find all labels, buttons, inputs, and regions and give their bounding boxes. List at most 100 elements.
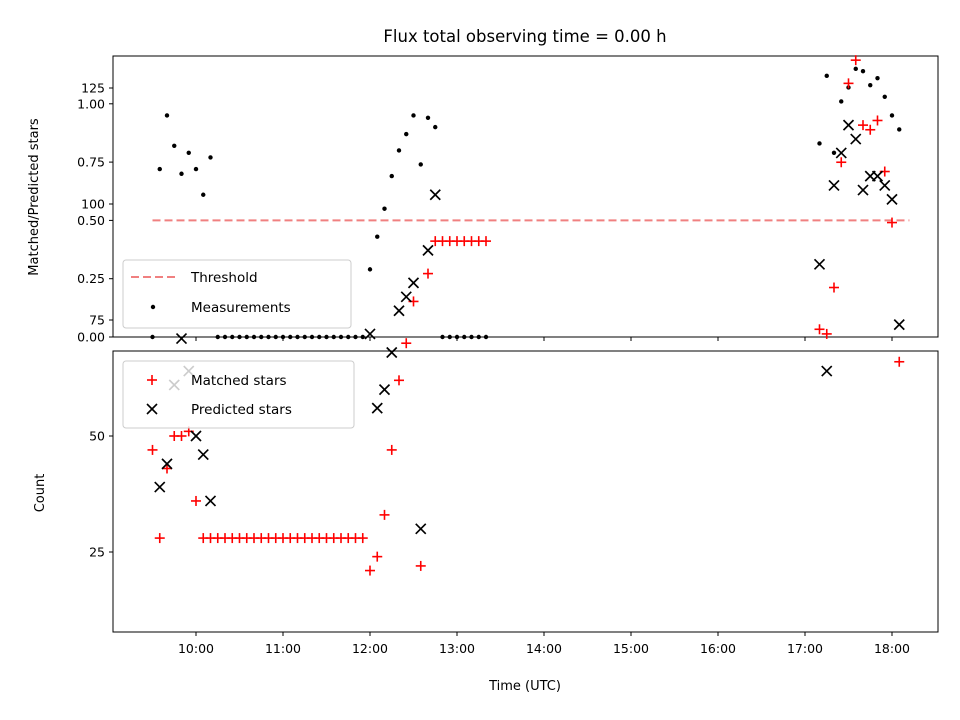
predicted-star-point — [175, 332, 188, 345]
measurement-point — [418, 162, 423, 167]
bottom-legend: Matched stars Predicted stars — [122, 360, 355, 429]
measurement-point — [868, 82, 873, 88]
predicted-star-point — [407, 277, 420, 289]
matched-star-point — [379, 509, 390, 520]
matched-star-point — [836, 157, 847, 168]
x-tick-label: 15:00 — [613, 641, 649, 656]
matched-star-point — [176, 431, 187, 441]
bottom-y-tick-label: 125 — [81, 81, 105, 96]
top-legend-box — [122, 259, 352, 329]
legend-measurements-label: Measurements — [191, 300, 291, 316]
matched-star-point — [858, 120, 868, 131]
predicted-star-point — [893, 319, 905, 331]
predicted-star-point — [879, 179, 891, 192]
matched-legend-swatch — [147, 375, 157, 385]
top-y-tick-label: 0.75 — [77, 155, 105, 170]
bottom-plot-frame — [112, 350, 939, 633]
measurement-point — [433, 124, 438, 130]
top-y-tick-label: 0.00 — [77, 330, 105, 345]
top-y-axis-label: Matched/Predicted stars — [27, 118, 42, 276]
matched-star-point — [401, 338, 412, 349]
bottom-y-tick-label: 100 — [81, 197, 105, 212]
x-axis-label: Time (UTC) — [488, 679, 561, 694]
matched-star-point — [481, 236, 491, 247]
top-plot-frame — [112, 55, 939, 338]
chart-title: Flux total observing time = 0.00 h — [383, 27, 666, 46]
x-tick-label: 18:00 — [874, 641, 910, 656]
measurement-point — [817, 141, 822, 146]
predicted-legend-swatch — [146, 403, 158, 415]
x-tick-label: 16:00 — [700, 641, 736, 656]
predicted-star-point — [371, 402, 383, 414]
measurement-point — [839, 99, 844, 104]
x-tick-label: 10:00 — [178, 641, 214, 656]
measurement-point — [164, 113, 170, 118]
x-tick-label: 12:00 — [352, 641, 388, 656]
predicted-star-point — [400, 291, 412, 303]
bottom-y-tick-label: 75 — [89, 313, 105, 328]
top-legend: Threshold Measurements — [122, 259, 352, 329]
measurement-point — [824, 73, 829, 79]
predicted-star-point — [415, 523, 427, 535]
x-tick-label: 14:00 — [526, 641, 562, 656]
measurement-point — [396, 148, 402, 153]
measurement-point — [875, 75, 880, 81]
matched-star-point — [162, 463, 172, 474]
matched-star-point — [154, 533, 165, 544]
measurement-point — [201, 192, 206, 197]
bottom-y-axis-label: Count — [33, 474, 48, 513]
measurement-point — [367, 267, 373, 272]
measurement-point — [179, 171, 184, 176]
predicted-star-point — [204, 495, 217, 507]
legend-matched-label: Matched stars — [191, 373, 287, 389]
predicted-star-point — [835, 147, 847, 159]
predicted-star-point — [821, 365, 833, 377]
measurement-point — [853, 66, 858, 72]
matched-star-point — [423, 268, 433, 279]
matched-star-point — [386, 444, 397, 455]
bottom-legend-box — [122, 360, 355, 429]
bottom-plot-area: 10:00 11:00 12:00 13:00 14:00 15:00 16:00 17:00… — [81, 55, 910, 656]
matched-star-point — [887, 217, 897, 228]
predicted-star-point — [886, 193, 898, 205]
measurement-point — [882, 94, 887, 100]
predicted-star-point — [842, 119, 855, 131]
measurement-point — [375, 234, 380, 239]
measurement-point — [404, 131, 409, 137]
legend-predicted-label: Predicted stars — [191, 402, 292, 418]
matched-star-point — [865, 124, 876, 135]
predicted-star-point — [429, 189, 441, 201]
matched-star-point — [894, 356, 905, 367]
measurement-point — [411, 113, 416, 118]
predicted-star-point — [386, 346, 398, 359]
measurement-point — [889, 113, 895, 118]
matched-star-point — [829, 282, 839, 293]
top-y-tick-label: 0.25 — [77, 271, 105, 286]
x-tick-label: 11:00 — [265, 641, 301, 656]
measurement-point — [831, 150, 837, 155]
measurement-point — [897, 127, 902, 132]
legend-threshold-label: Threshold — [190, 270, 258, 286]
x-tick-label: 17:00 — [787, 641, 823, 656]
matched-star-point — [191, 495, 201, 506]
measurement-point — [186, 150, 191, 155]
predicted-star-point — [422, 244, 434, 257]
top-y-tick-label: 0.50 — [77, 213, 105, 228]
predicted-star-point — [190, 430, 202, 442]
matched-star-point — [415, 560, 426, 571]
predicted-star-point — [393, 305, 405, 317]
predicted-star-point — [197, 448, 209, 461]
matched-star-point — [850, 55, 861, 66]
matched-star-point — [872, 115, 883, 126]
measurement-point — [389, 173, 394, 179]
matched-star-point — [843, 78, 854, 89]
matched-star-point — [147, 444, 158, 455]
measurement-point — [425, 115, 431, 120]
predicted-star-point — [364, 328, 376, 340]
bottom-y-tick-label: 50 — [89, 429, 105, 444]
predicted-star-point — [850, 133, 862, 145]
matched-star-point — [365, 565, 375, 576]
x-tick-label: 13:00 — [439, 641, 475, 656]
